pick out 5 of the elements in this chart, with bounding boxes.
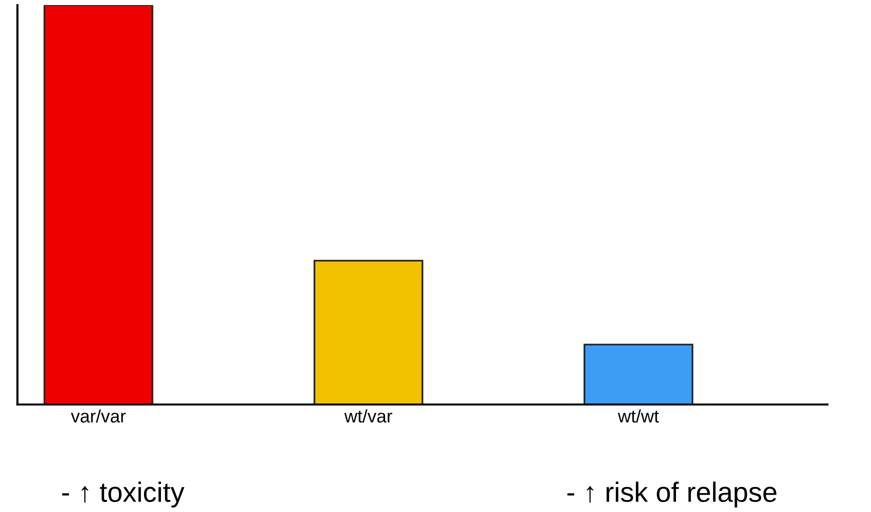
x-tick-label: wt/wt <box>618 409 659 423</box>
x-tick-label: var/var <box>70 409 126 423</box>
text: - ↑ risk of relapse <box>567 482 776 508</box>
x-tick-label: wt/var <box>344 409 392 423</box>
text: - ↑ toxicity <box>62 482 184 508</box>
